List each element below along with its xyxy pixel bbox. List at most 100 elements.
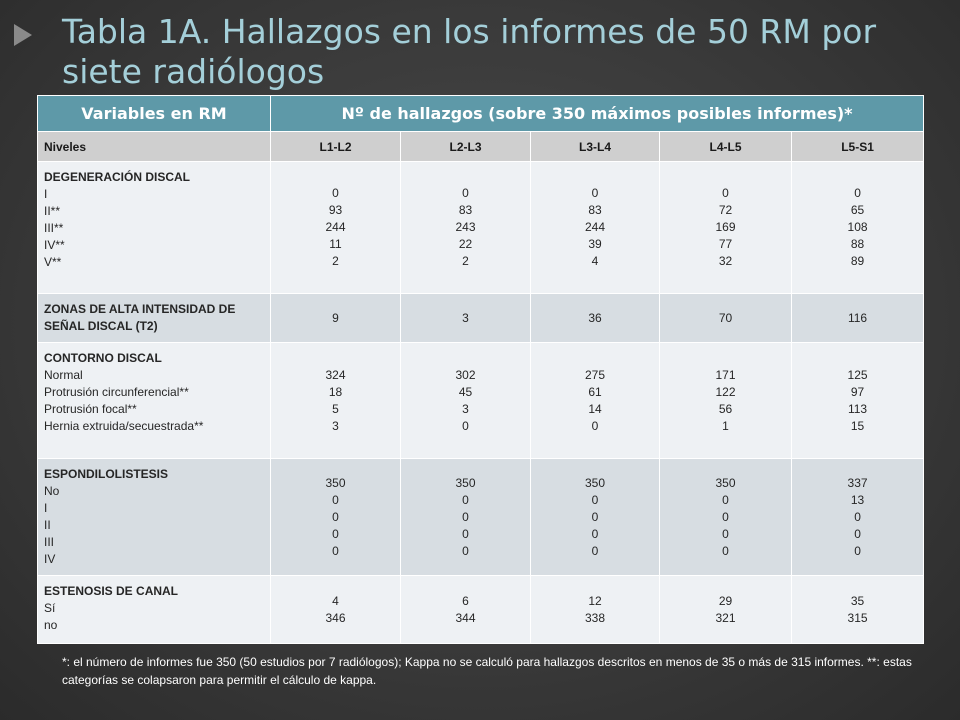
row-item: I	[44, 501, 48, 515]
cell-value: 350	[455, 475, 476, 490]
row-item: I	[44, 187, 48, 201]
cell-value: 337	[847, 475, 868, 490]
row-title: ZONAS DE ALTA INTENSIDAD DE SEÑAL DISCAL…	[44, 302, 236, 333]
cell-value: 3	[332, 418, 339, 433]
cell-value: 171	[715, 367, 736, 382]
row-item: Protrusión circunferencial**	[44, 385, 189, 399]
value-cell: 324 18 5 3	[270, 342, 401, 459]
cell-value: 22	[458, 237, 473, 251]
cell-value: 0	[462, 418, 469, 433]
value-cell: 337 13 0 0 0	[790, 458, 925, 576]
cell-value: 0	[722, 543, 729, 558]
cell-value: 108	[847, 220, 868, 234]
cell-value: 350	[325, 475, 346, 490]
cell-value: 39	[588, 237, 602, 251]
cell-value: 0	[332, 186, 339, 200]
value-cell: 350 0 0 0 0	[270, 458, 401, 576]
cell-value: 4	[332, 593, 339, 608]
title-bullet-arrow	[14, 24, 32, 46]
cell-value: 77	[718, 237, 733, 251]
value-cell: 171 122 56 1	[659, 342, 792, 459]
cell-value: 97	[850, 384, 865, 399]
table-footnote: *: el número de informes fue 350 (50 est…	[62, 655, 912, 687]
row-label-cell: DEGENERACIÓN DISCAL I II** III** IV** V*…	[37, 161, 271, 294]
cell-value: 0	[591, 509, 599, 524]
cell-value: 350	[715, 475, 736, 490]
value-cell: 0 93 244 11 2	[270, 161, 401, 294]
cell-value: 0	[332, 543, 339, 558]
row-item: no	[44, 618, 58, 632]
level-header: L2-L3	[400, 131, 531, 162]
row-title: CONTORNO DISCAL	[44, 351, 162, 365]
value-cell: 12 338	[530, 575, 660, 644]
cell-value: 45	[458, 384, 473, 399]
cell-value: 15	[850, 418, 865, 433]
cell-value: 5	[332, 401, 339, 416]
cell-value: 0	[332, 509, 339, 524]
value-cell: 36	[530, 293, 660, 343]
row-item: III**	[44, 221, 64, 235]
table-row: DEGENERACIÓN DISCAL I II** III** IV** V*…	[37, 161, 925, 294]
row-item: No	[44, 484, 60, 498]
cell-value: 1	[722, 418, 729, 433]
value-cell: 0 72 169 77 32	[659, 161, 792, 294]
cell-value: 56	[718, 401, 733, 416]
subheader-niveles: Niveles	[37, 131, 271, 162]
value-cell: 0 83 243 22 2	[400, 161, 531, 294]
value-cell: 4 346	[270, 575, 401, 644]
table-row: ZONAS DE ALTA INTENSIDAD DE SEÑAL DISCAL…	[37, 293, 925, 343]
cell-value: 14	[588, 401, 602, 416]
value-cell: 0 83 244 39 4	[530, 161, 660, 294]
cell-value: 315	[847, 610, 868, 625]
cell-value: 0	[462, 186, 469, 200]
cell-value: 169	[715, 220, 736, 234]
findings-table: Variables en RM Nº de hallazgos (sobre 3…	[37, 95, 925, 644]
row-label-cell: CONTORNO DISCAL Normal Protrusión circun…	[37, 342, 271, 459]
cell-value: 83	[458, 203, 473, 217]
cell-value: 344	[455, 610, 476, 625]
level-header: L1-L2	[270, 131, 401, 162]
cell-value: 88	[850, 237, 865, 251]
table-row: ESTENOSIS DE CANAL Sí no 4 346 6 344 12 …	[37, 575, 925, 644]
table-row: ESPONDILOLISTESIS No I II III IV 350 0 0…	[37, 458, 925, 576]
cell-value: 275	[584, 367, 606, 382]
cell-value: 0	[462, 526, 469, 541]
row-title: ESPONDILOLISTESIS	[44, 467, 169, 481]
cell-value: 12	[588, 593, 602, 608]
cell-value: 0	[591, 418, 599, 433]
value-cell: 9	[270, 293, 401, 343]
cell-value: 321	[715, 610, 736, 625]
cell-value: 0	[591, 186, 599, 200]
cell-value: 4	[591, 254, 599, 268]
value-cell: 116	[790, 293, 925, 343]
row-item: Sí	[44, 601, 56, 615]
row-title: DEGENERACIÓN DISCAL	[44, 170, 191, 184]
row-item: II**	[44, 204, 61, 218]
cell-value: 93	[328, 203, 343, 217]
level-header: L4-L5	[659, 131, 792, 162]
cell-value: 32	[718, 254, 733, 268]
row-item: II	[44, 518, 51, 532]
row-item: V**	[44, 255, 62, 269]
row-label-cell: ZONAS DE ALTA INTENSIDAD DE SEÑAL DISCAL…	[37, 293, 271, 343]
table-row: CONTORNO DISCAL Normal Protrusión circun…	[37, 342, 925, 459]
cell-value: 0	[462, 543, 469, 558]
row-item: III	[44, 535, 55, 549]
cell-value: 65	[850, 203, 865, 217]
cell-value: 0	[462, 509, 469, 524]
cell-value: 0	[722, 526, 729, 541]
cell-value: 13	[850, 492, 865, 507]
cell-value: 3	[462, 401, 469, 416]
row-title: ESTENOSIS DE CANAL	[44, 584, 179, 598]
cell-value: 243	[455, 220, 476, 234]
cell-value: 125	[847, 367, 868, 382]
value-cell: 3	[400, 293, 531, 343]
row-item: IV	[44, 552, 56, 566]
cell-value: 244	[584, 220, 606, 234]
cell-value: 72	[718, 203, 733, 217]
value-cell: 125 97 113 15	[790, 342, 925, 459]
value-cell: 302 45 3 0	[400, 342, 531, 459]
cell-value: 18	[328, 384, 343, 399]
cell-value: 89	[850, 254, 865, 268]
cell-value: 113	[847, 401, 868, 416]
